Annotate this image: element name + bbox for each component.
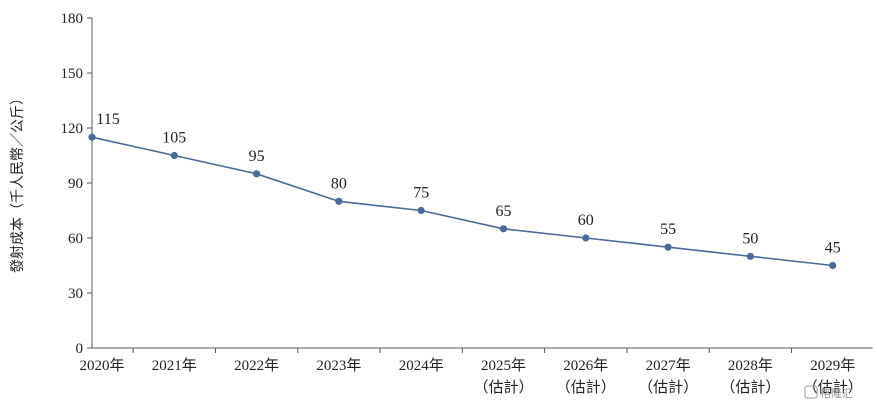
x-axis: 2020年 2021年 2022年 2023年 2024年 2025年 （估計） 2026年 （… [79,347,873,396]
y-axis: 0 30 60 90 120 150 180 [61,11,93,357]
x-tick-label-note: （估計） [638,379,698,396]
data-label: 45 [825,240,841,257]
data-point [88,133,96,141]
data-label: 115 [96,111,119,128]
y-axis-label: 發射成本（千人民幣／公斤） [10,91,26,273]
x-tick-label-note: （估計） [473,379,533,396]
watermark-logo-icon [804,385,818,399]
x-tick-label-year: 2023年 [316,357,361,374]
data-label: 55 [660,221,676,238]
x-tick-label-year: 2027年 [646,357,691,374]
data-point [335,197,343,205]
x-tick-label-year: 2024年 [399,357,444,374]
x-tick-label-year: 2029年 [810,357,855,374]
x-tick-label-year: 2020年 [79,357,124,374]
series-line [91,136,833,267]
data-point [746,252,755,260]
x-tick-label-year: 2021年 [152,357,197,374]
x-tick-label-note: （估計） [556,379,616,396]
data-label: 105 [162,130,186,147]
x-tick-label-year: 2028年 [728,357,773,374]
x-tick-label-year: 2022年 [234,357,279,374]
data-label: 60 [578,212,594,229]
data-label: 65 [496,203,512,220]
data-point [417,206,425,215]
y-tick-label: 180 [61,11,84,27]
data-point [582,234,590,242]
data-point [499,225,508,233]
y-tick-label: 150 [61,66,84,82]
data-point [253,170,261,178]
y-tick-label: 30 [68,286,83,302]
x-tick-label-note: （估計） [803,379,863,396]
y-tick-label: 0 [76,341,84,357]
y-tick-label: 120 [61,121,84,137]
x-tick-label-year: 2025年 [481,357,526,374]
series-layer: 115 105 95 80 75 65 60 55 50 45 [88,111,841,270]
x-tick-label-note: （估計） [720,379,780,396]
watermark: 格隆汇 [804,385,853,400]
data-point [829,261,837,270]
data-point [664,243,672,251]
y-tick-label: 90 [68,176,83,192]
data-point [170,151,178,160]
data-label: 50 [742,230,758,247]
data-label: 95 [249,148,265,165]
x-tick-label-year: 2026年 [563,357,608,374]
watermark-text: 格隆汇 [820,386,853,400]
y-tick-label: 60 [68,231,83,247]
data-label: 75 [413,185,429,202]
data-label: 80 [331,175,347,192]
